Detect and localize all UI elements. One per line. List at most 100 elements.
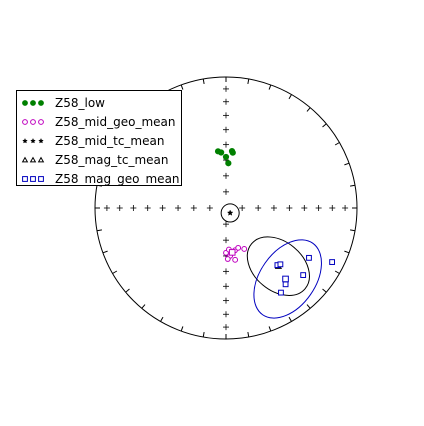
data-point	[277, 261, 284, 268]
data-point	[282, 281, 289, 288]
primitive-tick	[96, 229, 103, 232]
data-point	[235, 244, 242, 251]
data-point	[278, 289, 284, 296]
primitive-tick	[334, 270, 340, 274]
cross-tick	[342, 205, 349, 211]
legend: Z58_low Z58_mid_geo_mean Z58_mid_tc_mean Z5…	[16, 90, 182, 186]
cross-tick	[223, 85, 229, 92]
legend-marker	[22, 100, 44, 106]
cross-tick	[223, 141, 229, 148]
cross-tick	[144, 205, 151, 211]
cross-tick	[223, 268, 229, 275]
primitive-tick	[349, 184, 356, 187]
mean-marker	[282, 275, 289, 283]
cross-tick	[223, 188, 229, 195]
data-point	[224, 256, 231, 262]
legend-label: Z58_mid_tc_mean	[55, 134, 165, 148]
cross-tick	[206, 205, 213, 211]
primitive-tick	[247, 331, 250, 338]
primitive-tick	[288, 316, 292, 322]
legend-marker-symbol	[22, 137, 28, 144]
primitive-tick	[334, 142, 340, 146]
legend-marker-symbol	[22, 176, 28, 182]
legend-marker-symbol	[38, 176, 44, 182]
cross-tick	[159, 205, 166, 211]
cross-tick	[255, 205, 262, 211]
primitive-tick	[112, 270, 118, 274]
cross-tick	[223, 126, 229, 133]
legend-marker	[21, 156, 45, 163]
data-point	[306, 254, 312, 261]
legend-marker	[22, 119, 44, 125]
legend-marker-symbol	[22, 100, 28, 106]
cross-tick	[223, 98, 229, 105]
legend-marker-symbol	[38, 119, 44, 125]
primitive-tick	[180, 84, 184, 90]
legend-marker-symbol	[30, 137, 36, 144]
cross-tick	[329, 205, 336, 211]
data-point	[241, 246, 248, 252]
primitive-tick	[344, 162, 350, 166]
legend-marker-symbol	[38, 100, 44, 106]
primitive-tick	[349, 229, 356, 232]
cross-tick	[116, 205, 123, 211]
cross-tick	[223, 221, 229, 228]
cross-tick	[315, 205, 322, 211]
legend-marker-symbol	[29, 156, 37, 163]
primitive-tick	[247, 78, 250, 85]
center-cross-ticks	[103, 85, 349, 331]
primitive-tick	[322, 123, 327, 128]
data-points	[214, 147, 336, 296]
confidence-ellipse	[246, 236, 310, 296]
data-point	[228, 147, 236, 155]
cross-tick	[286, 205, 293, 211]
data-point	[222, 153, 230, 161]
cross-tick	[175, 205, 182, 211]
cross-tick	[223, 237, 229, 244]
cross-tick	[223, 172, 229, 179]
cross-tick	[270, 205, 277, 211]
cross-tick	[223, 324, 229, 331]
primitive-tick	[268, 326, 272, 332]
confidence-ellipse	[253, 239, 322, 319]
cross-tick	[239, 205, 246, 211]
cross-tick	[190, 205, 197, 211]
data-point	[214, 148, 222, 155]
legend-item: Z58_mag_geo_mean	[17, 170, 181, 188]
primitive-tick	[288, 94, 292, 100]
legend-item: Z58_mid_geo_mean	[17, 113, 181, 131]
legend-item: Z58_mag_tc_mean	[17, 151, 181, 169]
legend-marker-symbol	[37, 156, 45, 163]
primitive-tick	[306, 107, 311, 112]
legend-label: Z58_mag_geo_mean	[55, 172, 180, 186]
legend-label: Z58_mag_tc_mean	[55, 153, 169, 167]
legend-marker-symbol	[30, 100, 36, 106]
data-point	[300, 272, 307, 278]
legend-marker	[22, 176, 44, 182]
confidence-ellipses	[220, 203, 322, 319]
legend-marker-symbol	[30, 119, 36, 125]
primitive-tick	[141, 304, 146, 309]
cross-tick	[223, 297, 229, 304]
confidence-circle	[220, 203, 240, 223]
primitive-tick	[202, 78, 205, 85]
primitive-tick	[268, 84, 272, 90]
cross-tick	[103, 205, 110, 211]
primitive-tick	[344, 250, 350, 254]
cross-tick	[130, 205, 137, 211]
mean-marker	[228, 249, 236, 256]
primitive-tick	[160, 316, 164, 322]
primitive-tick	[306, 304, 311, 309]
legend-label: Z58_mid_geo_mean	[55, 115, 176, 129]
cross-tick	[223, 112, 229, 119]
cross-tick	[223, 311, 229, 318]
legend-marker-symbol	[38, 137, 44, 144]
legend-label: Z58_low	[55, 96, 105, 110]
mean-marker	[226, 209, 234, 216]
primitive-tick	[102, 250, 108, 254]
cross-tick	[223, 283, 229, 290]
primitive-tick	[322, 288, 327, 293]
legend-item: Z58_mid_tc_mean	[17, 132, 181, 150]
legend-marker-symbol	[22, 119, 28, 125]
